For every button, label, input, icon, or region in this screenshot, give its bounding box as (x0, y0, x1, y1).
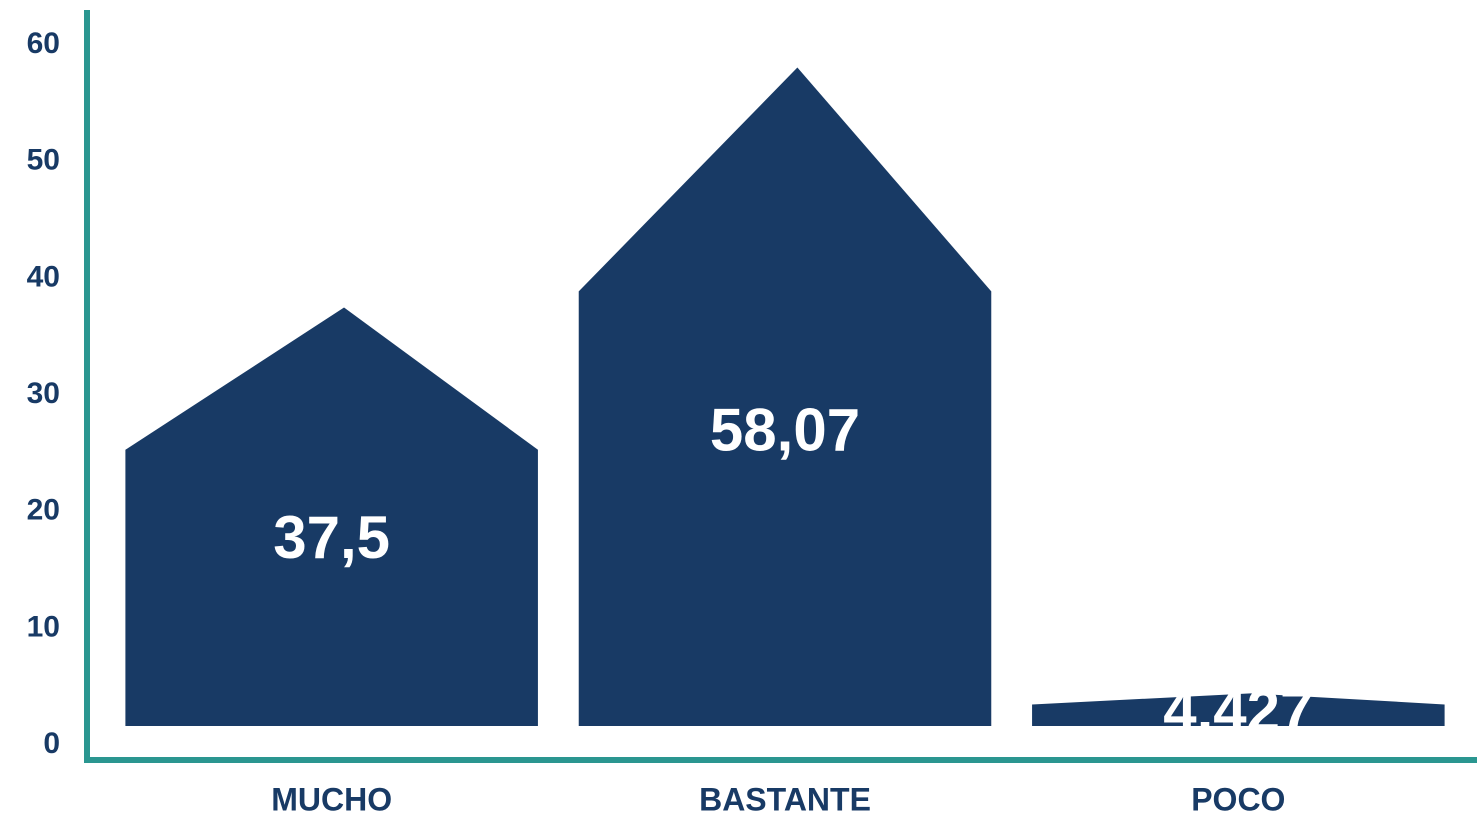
y-tick-label: 50 (27, 144, 60, 177)
value-label: 58,07 (710, 396, 860, 463)
y-tick-label: 20 (27, 494, 60, 527)
y-tick-label: 30 (27, 377, 60, 410)
y-tick-label: 0 (43, 727, 60, 760)
x-tick-label: POCO (1191, 781, 1285, 817)
y-tick-label: 60 (27, 27, 60, 60)
bar (1032, 693, 1445, 726)
bar (125, 307, 538, 726)
value-label: 4,427 (1163, 677, 1313, 744)
bar (578, 67, 992, 727)
y-tick-label: 10 (27, 610, 60, 643)
x-tick-label: BASTANTE (699, 781, 871, 817)
x-tick-label: MUCHO (271, 781, 392, 817)
y-tick-label: 40 (27, 260, 60, 293)
value-label: 37,5 (273, 504, 390, 571)
